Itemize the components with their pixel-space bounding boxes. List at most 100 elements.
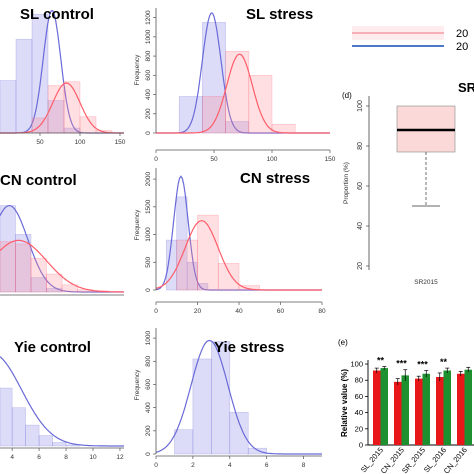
plot-area-cn-stress xyxy=(155,175,322,291)
title-sl-control: SL control xyxy=(20,6,94,23)
bar-yie-control-s0-2 xyxy=(11,407,26,447)
bar-cn-control-s1-0 xyxy=(0,241,16,293)
plot-area-yie-stress xyxy=(155,339,322,455)
bar-relative-0-s0 xyxy=(373,370,381,445)
significance-relative-1: *** xyxy=(396,359,407,369)
bar-sl-control-s0-1 xyxy=(15,38,33,134)
xticks-cn-stress: 0 20 40 60 80 xyxy=(154,302,326,315)
yticks-relative: 0 20 40 60 80 100 xyxy=(350,360,368,450)
xtick-sr2015: SR2015 xyxy=(414,279,438,286)
xtick-sl-control-0: 50 xyxy=(36,139,44,146)
xtick-yie-control-1: 6 xyxy=(37,454,41,461)
plot-area-sl-control xyxy=(0,9,124,134)
bar-relative-4-s0 xyxy=(457,373,465,445)
bar-cn-stress-s1-2 xyxy=(217,263,240,291)
xtick-yie-stress-1: 2 xyxy=(191,462,195,469)
significance-relative-2: *** xyxy=(417,360,428,370)
title-yie-control: Yie control xyxy=(14,339,91,356)
curve-yie-control-s0 xyxy=(0,356,124,447)
bars-relative: ** *** *** ** xyxy=(373,355,472,445)
legend-swatch-1-fill xyxy=(352,26,444,40)
ytick-yie-stress-0: 0 xyxy=(145,452,152,456)
xtick-sl-stress-0: 0 xyxy=(154,156,158,163)
ylabel-yie-stress: Frequency xyxy=(134,369,141,400)
ytick-sl-stress-2: 400 xyxy=(145,89,152,100)
bar-yie-stress-s0-1 xyxy=(192,358,212,455)
xticks-sl-control: 50 100 150 xyxy=(36,133,126,146)
yticks-yie-stress: 0 200 400 600 800 1000 xyxy=(145,331,156,456)
ytick-sl-stress-5: 1000 xyxy=(145,29,152,44)
ytick-relative-3: 60 xyxy=(355,392,363,401)
xtick-cn-stress-1: 20 xyxy=(194,308,202,315)
bar-sl-stress-s0-2 xyxy=(225,121,250,134)
ytick-sr-1: 40 xyxy=(357,222,364,230)
panel-sr-box: (d) SR Proportion (%) 20 40 60 80 100 SR2015 xyxy=(342,80,474,286)
xtick-sl-stress-2: 100 xyxy=(267,156,278,163)
bar-yie-stress-s0-4 xyxy=(247,447,267,455)
ytick-cn-stress-3: 1500 xyxy=(145,199,152,214)
ytick-yie-stress-4: 800 xyxy=(145,355,152,366)
panel-sl-stress: Frequency SL stress 02004006008001000120… xyxy=(134,6,336,163)
bar-relative-1-s1 xyxy=(401,375,409,445)
bar-sl-stress-s1-2 xyxy=(248,75,273,134)
ytick-yie-stress-3: 600 xyxy=(145,379,152,390)
yticks-cn-stress: 0 500 1000 1500 2000 xyxy=(145,171,156,292)
xtick-sl-control-2: 150 xyxy=(115,139,126,146)
title-cn-control: CN control xyxy=(0,172,77,189)
bar-yie-stress-s0-0 xyxy=(174,429,194,455)
bar-sl-stress-s0-0 xyxy=(178,96,203,134)
xtick-yie-control-3: 10 xyxy=(89,454,97,461)
bar-yie-stress-s0-2 xyxy=(211,341,231,455)
panel-sl-control: SL control 50 100 150 xyxy=(0,6,126,146)
bar-cn-stress-s0-2 xyxy=(186,261,198,291)
panel-cn-stress: Frequency CN stress 0 500 1000 1500 2000 0 20… xyxy=(134,168,326,315)
plot-area-cn-control xyxy=(0,204,124,293)
xticks-sl-stress: 0 50 100 150 xyxy=(154,150,336,163)
ytick-yie-stress-1: 200 xyxy=(145,425,152,436)
panel-yie-stress: Frequency Yie stress 0 200 400 600 800 1000 0… xyxy=(134,328,322,469)
xtick-sl-control-1: 100 xyxy=(75,139,86,146)
bar-yie-control-s0-3 xyxy=(25,424,40,447)
bar-cn-control-s1-3 xyxy=(46,273,63,293)
xtick-sl-stress-1: 50 xyxy=(210,156,218,163)
legend-label-2: 20 xyxy=(456,41,468,53)
title-yie-stress: Yie stress xyxy=(214,339,284,356)
bar-relative-3-s0 xyxy=(436,377,444,445)
plot-area-yie-control xyxy=(0,356,124,447)
bar-relative-1-s0 xyxy=(394,381,402,445)
curve-yie-stress-s0 xyxy=(155,339,322,455)
xticks-yie-control: 4 6 8 10 12 xyxy=(10,448,124,461)
ytick-relative-2: 40 xyxy=(355,408,363,417)
bar-cn-stress-s1-0 xyxy=(176,239,198,291)
bar-cn-stress-s1-3 xyxy=(238,285,261,291)
ytick-cn-stress-0: 0 xyxy=(145,288,152,292)
xtick-yie-control-2: 8 xyxy=(64,454,68,461)
significance-relative-3: ** xyxy=(440,357,448,367)
ytick-relative-0: 0 xyxy=(359,441,363,450)
bar-cn-control-s1-2 xyxy=(30,258,47,293)
ytick-yie-stress-5: 1000 xyxy=(145,331,152,346)
ytick-relative-1: 20 xyxy=(355,424,363,433)
ytick-cn-stress-4: 2000 xyxy=(145,171,152,186)
bar-cn-control-s1-4 xyxy=(61,284,78,293)
title-sr: SR xyxy=(458,80,474,95)
legend: 20 20 xyxy=(352,26,468,53)
ytick-cn-stress-1: 500 xyxy=(145,256,152,267)
bar-yie-control-s0-1 xyxy=(0,387,13,447)
bar-relative-4-s1 xyxy=(464,369,472,445)
title-cn-stress: CN stress xyxy=(240,170,310,187)
ylabel-sl-stress: Frequency xyxy=(134,54,141,85)
curve-sl-stress-s1 xyxy=(156,53,330,134)
bar-relative-2-s0 xyxy=(415,378,423,445)
bar-relative-0-s1 xyxy=(380,368,388,445)
boxplot-sr xyxy=(396,105,456,207)
ytick-cn-stress-2: 1000 xyxy=(145,227,152,242)
bar-yie-stress-s0-3 xyxy=(229,411,249,455)
xtick-cn-stress-4: 80 xyxy=(318,308,326,315)
bar-sl-control-s1-2 xyxy=(63,81,81,134)
xtick-yie-stress-3: 6 xyxy=(265,462,269,469)
bar-cn-control-s0-1 xyxy=(15,234,32,293)
ytick-sr-3: 80 xyxy=(357,142,364,150)
